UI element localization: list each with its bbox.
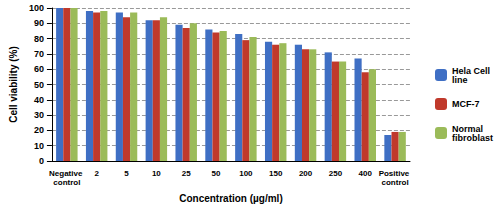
svg-text:10: 10	[152, 169, 161, 178]
svg-text:Concentration (µg/ml): Concentration (µg/ml)	[179, 193, 283, 204]
svg-text:150: 150	[269, 169, 283, 178]
svg-text:90: 90	[34, 18, 44, 28]
svg-text:25: 25	[182, 169, 191, 178]
svg-text:0: 0	[39, 156, 44, 166]
svg-text:MCF-7: MCF-7	[452, 99, 480, 109]
svg-text:20: 20	[34, 125, 44, 135]
svg-text:50: 50	[212, 169, 221, 178]
svg-text:control: control	[382, 178, 409, 187]
svg-text:60: 60	[34, 64, 44, 74]
svg-text:30: 30	[34, 110, 44, 120]
svg-text:2: 2	[94, 169, 99, 178]
svg-text:250: 250	[329, 169, 343, 178]
svg-text:100: 100	[239, 169, 253, 178]
svg-text:200: 200	[299, 169, 313, 178]
svg-text:40: 40	[34, 95, 44, 105]
svg-text:Positive: Positive	[379, 169, 412, 178]
svg-text:10: 10	[34, 141, 44, 151]
svg-text:control: control	[53, 178, 80, 187]
svg-text:50: 50	[34, 80, 44, 90]
svg-text:80: 80	[34, 34, 44, 44]
svg-text:100: 100	[29, 3, 44, 13]
svg-text:line: line	[452, 75, 468, 85]
svg-text:5: 5	[124, 169, 129, 178]
svg-text:fibroblast: fibroblast	[452, 133, 493, 143]
svg-text:70: 70	[34, 49, 44, 59]
svg-text:Hela Cell: Hela Cell	[452, 65, 493, 76]
svg-text:400: 400	[359, 169, 373, 178]
svg-text:Normal: Normal	[452, 123, 486, 134]
svg-text:Cell viability (%): Cell viability (%)	[8, 46, 19, 123]
svg-text:Negative: Negative	[49, 169, 85, 178]
